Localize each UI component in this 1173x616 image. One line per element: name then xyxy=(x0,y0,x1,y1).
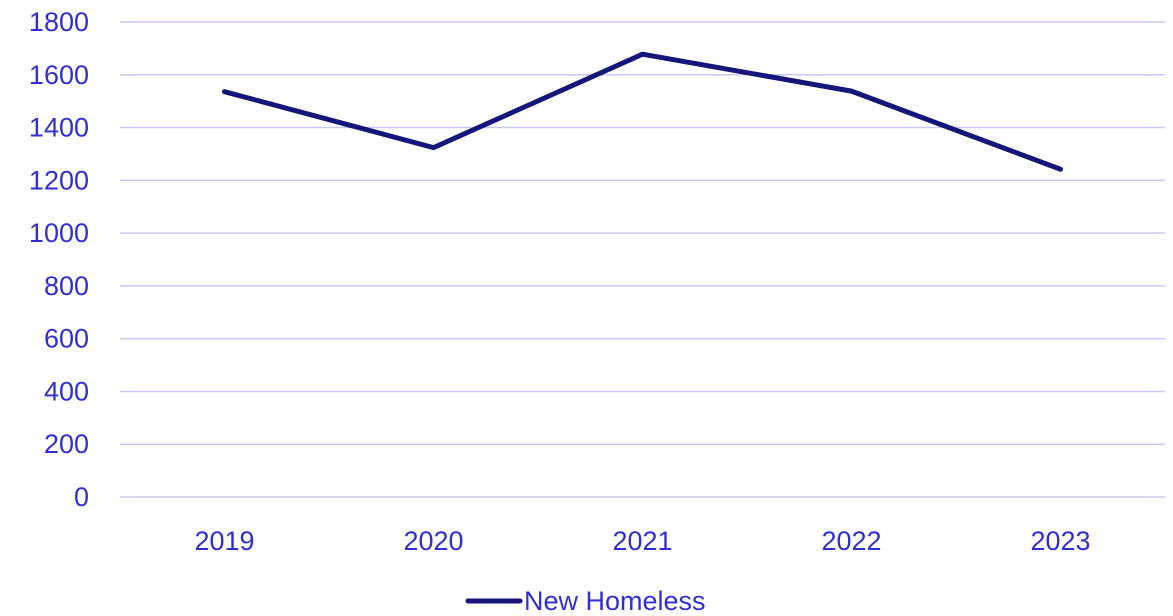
y-tick-label: 0 xyxy=(74,482,89,512)
legend-item: New Homeless xyxy=(465,586,706,616)
y-tick-label: 1400 xyxy=(29,113,89,143)
x-tick-label: 2022 xyxy=(821,526,881,556)
series-line-0 xyxy=(222,51,1063,172)
y-tick-label: 600 xyxy=(44,324,89,354)
y-tick-label: 1200 xyxy=(29,165,89,195)
x-tick-label: 2020 xyxy=(403,526,463,556)
legend-label: New Homeless xyxy=(524,586,706,616)
series-lines xyxy=(222,51,1063,172)
y-tick-label: 1600 xyxy=(29,60,89,90)
x-tick-label: 2019 xyxy=(194,526,254,556)
x-tick-label: 2023 xyxy=(1030,526,1090,556)
y-tick-label: 1000 xyxy=(29,218,89,248)
x-tick-label: 2021 xyxy=(612,526,672,556)
x-axis-tick-labels: 2019 2020 2021 2022 2023 xyxy=(194,526,1090,556)
y-axis-tick-labels: 0 200 400 600 800 1000 1200 1400 1600 1800 xyxy=(29,7,89,512)
y-tick-label: 1800 xyxy=(29,7,89,37)
y-tick-label: 400 xyxy=(44,376,89,406)
gridlines xyxy=(120,21,1165,498)
y-tick-label: 200 xyxy=(44,429,89,459)
y-tick-label: 800 xyxy=(44,271,89,301)
legend: New Homeless xyxy=(465,586,706,616)
